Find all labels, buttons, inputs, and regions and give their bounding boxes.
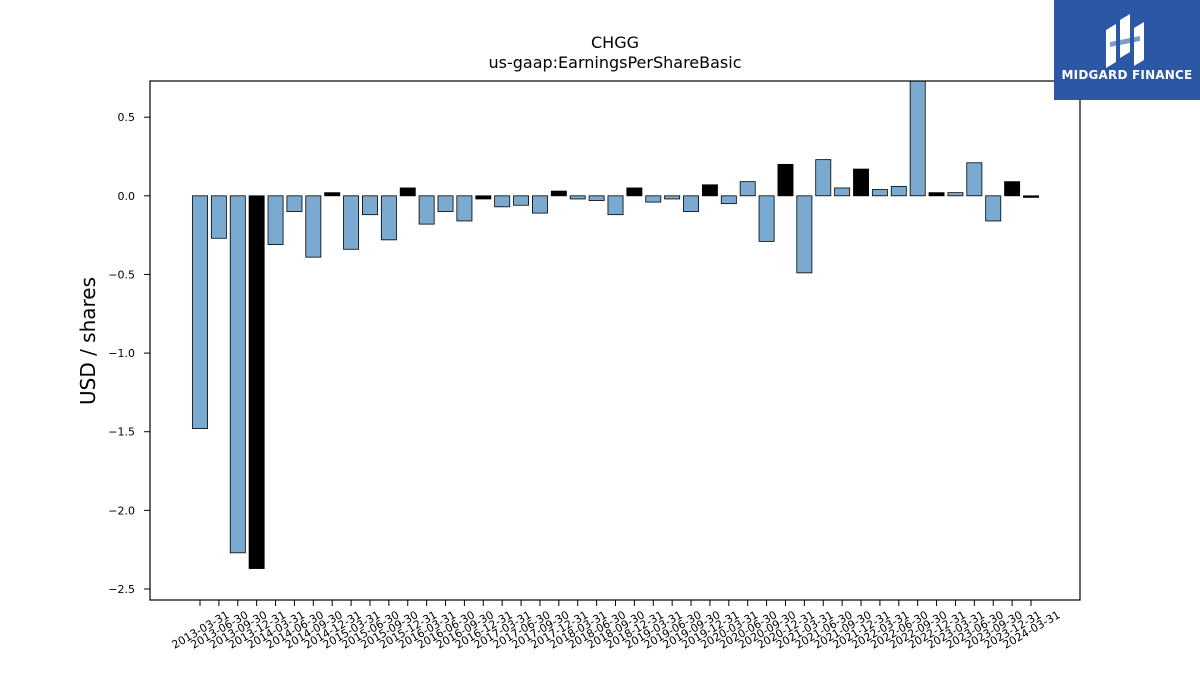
bar-2023-09-30 <box>985 195 1002 222</box>
bar-2020-06-30 <box>739 181 756 197</box>
bar-2020-03-31 <box>720 195 737 205</box>
bar-2016-03-31 <box>418 195 435 225</box>
bar-2015-12-31 <box>399 187 416 197</box>
y-tick-label: −2.5 <box>108 583 135 596</box>
bar-2024-03-31 <box>1023 195 1039 198</box>
bar-2019-12-31 <box>701 184 718 197</box>
bar-2014-03-31 <box>267 195 284 245</box>
y-tick-label: 0.5 <box>118 111 136 124</box>
brand-logo: MIDGARD FINANCE <box>1054 0 1200 100</box>
bar-2017-09-30 <box>532 195 548 214</box>
brand-name: MIDGARD FINANCE <box>1061 68 1193 82</box>
y-tick-label: −1.5 <box>108 426 135 439</box>
bar-2019-06-30 <box>664 195 681 200</box>
bar-2017-03-31 <box>494 195 511 208</box>
bar-2015-06-30 <box>362 195 378 216</box>
bar-2022-09-30 <box>909 80 926 197</box>
bar-2021-03-31 <box>796 195 813 274</box>
bars-group <box>192 80 1039 569</box>
bar-2018-12-31 <box>626 187 643 197</box>
chart-subtitle: us-gaap:EarningsPerShareBasic <box>488 53 741 72</box>
bar-2016-12-31 <box>475 195 492 200</box>
bar-2019-09-30 <box>683 195 699 212</box>
midgard-logo-icon <box>1106 14 1144 68</box>
bar-2013-03-31 <box>192 195 208 429</box>
bar-2023-06-30 <box>966 162 983 197</box>
bar-2017-06-30 <box>513 195 530 206</box>
bar-2021-12-31 <box>853 168 869 197</box>
bar-2023-03-31 <box>947 192 964 197</box>
bar-2020-12-31 <box>777 163 794 197</box>
bar-2015-09-30 <box>380 195 397 241</box>
bar-2016-09-30 <box>456 195 473 222</box>
bar-2019-03-31 <box>645 195 662 203</box>
bar-2022-03-31 <box>871 189 888 197</box>
bar-2023-12-31 <box>1004 181 1021 197</box>
chart-title: CHGG <box>591 33 639 52</box>
y-tick-label: −0.5 <box>108 268 135 281</box>
bar-2013-12-31 <box>248 195 265 569</box>
bar-2021-09-30 <box>834 187 851 197</box>
x-axis: 2013-03-312013-06-302013-09-302013-12-31… <box>170 600 1063 652</box>
bar-2018-09-30 <box>607 195 624 216</box>
bar-2018-06-30 <box>588 195 605 201</box>
y-axis-label: USD / shares <box>76 277 100 405</box>
bar-2014-09-30 <box>305 195 322 258</box>
bar-2021-06-30 <box>815 159 832 197</box>
bar-2022-12-31 <box>928 192 945 197</box>
bar-2018-03-31 <box>569 195 586 200</box>
bar-2014-12-31 <box>324 192 341 197</box>
bar-2013-09-30 <box>229 195 246 554</box>
y-tick-label: 0.0 <box>118 190 136 203</box>
bar-2022-06-30 <box>890 185 907 197</box>
bar-2016-06-30 <box>437 195 454 212</box>
y-tick-label: −2.0 <box>108 504 135 517</box>
y-tick-label: −1.0 <box>108 347 135 360</box>
bar-2013-06-30 <box>210 195 227 239</box>
plot-frame <box>149 80 1081 601</box>
bar-2017-12-31 <box>550 190 567 197</box>
bar-2020-09-30 <box>758 195 775 242</box>
y-axis: 0.5 0.0 −0.5 −1.0 −1.5 −2.0 −2.5 <box>108 111 150 596</box>
bar-2014-06-30 <box>286 195 303 212</box>
bar-2015-03-31 <box>343 195 360 250</box>
